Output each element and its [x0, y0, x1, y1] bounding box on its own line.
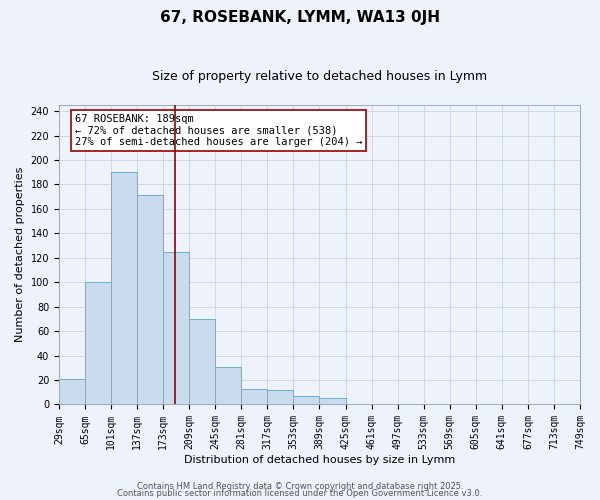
- Text: 67 ROSEBANK: 189sqm
← 72% of detached houses are smaller (538)
27% of semi-detac: 67 ROSEBANK: 189sqm ← 72% of detached ho…: [74, 114, 362, 147]
- Bar: [241, 388, 268, 404]
- Bar: [59, 379, 85, 404]
- Bar: [293, 396, 319, 404]
- Text: Contains HM Land Registry data © Crown copyright and database right 2025.: Contains HM Land Registry data © Crown c…: [137, 482, 463, 491]
- Text: 67, ROSEBANK, LYMM, WA13 0JH: 67, ROSEBANK, LYMM, WA13 0JH: [160, 10, 440, 25]
- Bar: [268, 390, 293, 404]
- Bar: [163, 252, 189, 404]
- X-axis label: Distribution of detached houses by size in Lymm: Distribution of detached houses by size …: [184, 455, 455, 465]
- Text: Contains public sector information licensed under the Open Government Licence v3: Contains public sector information licen…: [118, 490, 482, 498]
- Bar: [189, 319, 215, 404]
- Bar: [85, 282, 111, 405]
- Title: Size of property relative to detached houses in Lymm: Size of property relative to detached ho…: [152, 70, 487, 83]
- Bar: [137, 196, 163, 404]
- Y-axis label: Number of detached properties: Number of detached properties: [15, 167, 25, 342]
- Bar: [111, 172, 137, 404]
- Bar: [319, 398, 346, 404]
- Bar: [215, 366, 241, 405]
